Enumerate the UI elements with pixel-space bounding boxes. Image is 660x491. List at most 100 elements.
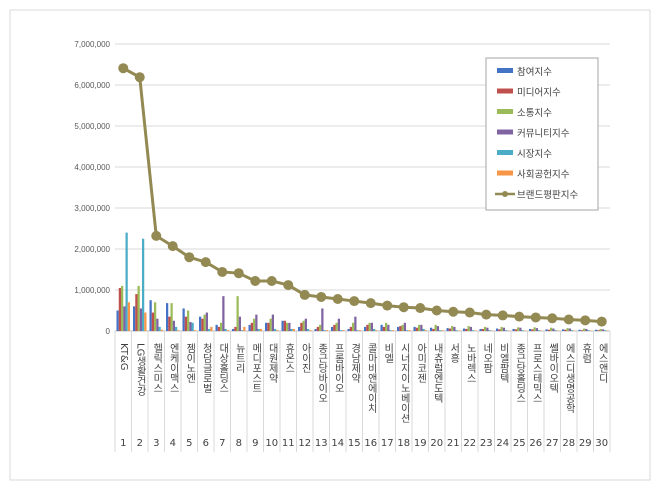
bar-커뮤니티지수 — [535, 328, 538, 331]
bar-참여지수 — [529, 328, 532, 331]
bar-커뮤니티지수 — [189, 321, 192, 331]
rank-label: 29 — [579, 438, 592, 449]
bar-소통지수 — [467, 326, 470, 331]
bar-소통지수 — [137, 285, 140, 331]
rank-label: 16 — [364, 438, 377, 449]
y-tick-label: 6,000,000 — [74, 81, 110, 90]
bar-미디어지수 — [531, 329, 534, 331]
bar-참여지수 — [578, 329, 581, 331]
line-point — [547, 313, 558, 324]
bar-시장지수 — [373, 328, 376, 331]
legend-swatch — [497, 88, 513, 94]
bar-사회공헌지수 — [177, 330, 180, 331]
bar-참여지수 — [430, 327, 433, 331]
bar-소통지수 — [286, 322, 289, 331]
bar-커뮤니티지수 — [519, 327, 522, 331]
bar-사회공헌지수 — [391, 330, 394, 331]
bar-사회공헌지수 — [193, 330, 196, 331]
bar-사회공헌지수 — [226, 330, 229, 331]
bar-미디어지수 — [118, 287, 121, 331]
category-label: 헬릭스미스 — [151, 343, 163, 393]
line-point — [233, 268, 244, 279]
bar-시장지수 — [587, 330, 590, 331]
bar-미디어지수 — [300, 322, 303, 331]
bar-사회공헌지수 — [144, 312, 147, 331]
rank-label: 3 — [153, 438, 159, 449]
bar-참여지수 — [496, 328, 499, 331]
rank-label: 9 — [252, 438, 258, 449]
bar-소통지수 — [236, 296, 239, 331]
rank-label: 23 — [480, 438, 493, 449]
bar-시장지수 — [422, 328, 425, 331]
bar-소통지수 — [533, 327, 536, 331]
bar-사회공헌지수 — [160, 329, 163, 331]
bar-참여지수 — [182, 308, 185, 331]
bar-미디어지수 — [415, 327, 418, 331]
bar-시장지수 — [241, 330, 244, 331]
line-point — [200, 257, 211, 268]
line-point — [299, 289, 310, 300]
bar-참여지수 — [248, 324, 251, 331]
bar-시장지수 — [604, 330, 607, 331]
line-point — [481, 309, 492, 320]
bar-시장지수 — [406, 330, 409, 331]
bar-참여지수 — [545, 329, 548, 331]
bar-커뮤니티지수 — [354, 316, 357, 331]
bar-커뮤니티지수 — [337, 318, 340, 331]
line-point — [118, 63, 129, 74]
bar-참여지수 — [232, 328, 235, 331]
bar-참여지수 — [298, 326, 301, 331]
bar-소통지수 — [352, 322, 355, 331]
bar-미디어지수 — [333, 324, 336, 331]
bar-참여지수 — [116, 310, 119, 331]
bar-미디어지수 — [283, 320, 286, 331]
rank-label: 12 — [298, 438, 311, 449]
bar-참여지수 — [331, 326, 334, 331]
rank-label: 5 — [186, 438, 192, 449]
legend-marker — [502, 191, 508, 197]
bar-미디어지수 — [448, 328, 451, 331]
category-label: KT&G — [118, 343, 129, 370]
bar-소통지수 — [220, 322, 223, 331]
bar-사회공헌지수 — [424, 330, 427, 331]
bar-커뮤니티지수 — [321, 308, 324, 331]
bar-시장지수 — [455, 330, 458, 331]
bar-시장지수 — [290, 328, 293, 331]
line-point — [415, 303, 426, 314]
bar-소통지수 — [599, 328, 602, 331]
category-label: 메디포스트 — [250, 343, 262, 393]
y-tick-label: 7,000,000 — [74, 40, 110, 49]
category-label: 콜마비앤에이치 — [365, 343, 377, 414]
bar-사회공헌지수 — [292, 328, 295, 331]
bar-미디어지수 — [151, 312, 154, 331]
bar-시장지수 — [340, 330, 343, 331]
bar-미디어지수 — [399, 326, 402, 331]
y-tick-label: 5,000,000 — [74, 122, 110, 131]
category-label: 서흥 — [448, 343, 460, 363]
bar-미디어지수 — [547, 329, 550, 331]
rank-label: 30 — [595, 438, 608, 449]
bar-소통지수 — [121, 285, 124, 331]
bar-소통지수 — [319, 324, 322, 331]
line-point — [580, 315, 591, 326]
category-label: LG생활건강 — [134, 343, 146, 396]
legend-swatch — [497, 109, 513, 114]
y-tick-label: 4,000,000 — [74, 163, 110, 172]
legend-label: 시장지수 — [517, 149, 552, 160]
line-point — [448, 306, 459, 317]
rank-label: 14 — [331, 438, 344, 449]
rank-label: 24 — [496, 438, 509, 449]
bar-참여지수 — [265, 322, 268, 331]
legend-swatch — [497, 150, 513, 155]
bar-소통지수 — [253, 318, 256, 331]
bar-시장지수 — [191, 322, 194, 331]
bar-소통지수 — [500, 326, 503, 331]
bar-참여지수 — [397, 326, 400, 331]
bar-커뮤니티지수 — [139, 308, 142, 331]
bar-커뮤니티지수 — [255, 314, 258, 331]
y-tick-label: 1,000,000 — [74, 286, 110, 295]
line-point — [497, 310, 508, 321]
bar-시장지수 — [505, 330, 508, 331]
bar-시장지수 — [571, 330, 574, 331]
category-label: 뉴트리 — [233, 343, 245, 374]
